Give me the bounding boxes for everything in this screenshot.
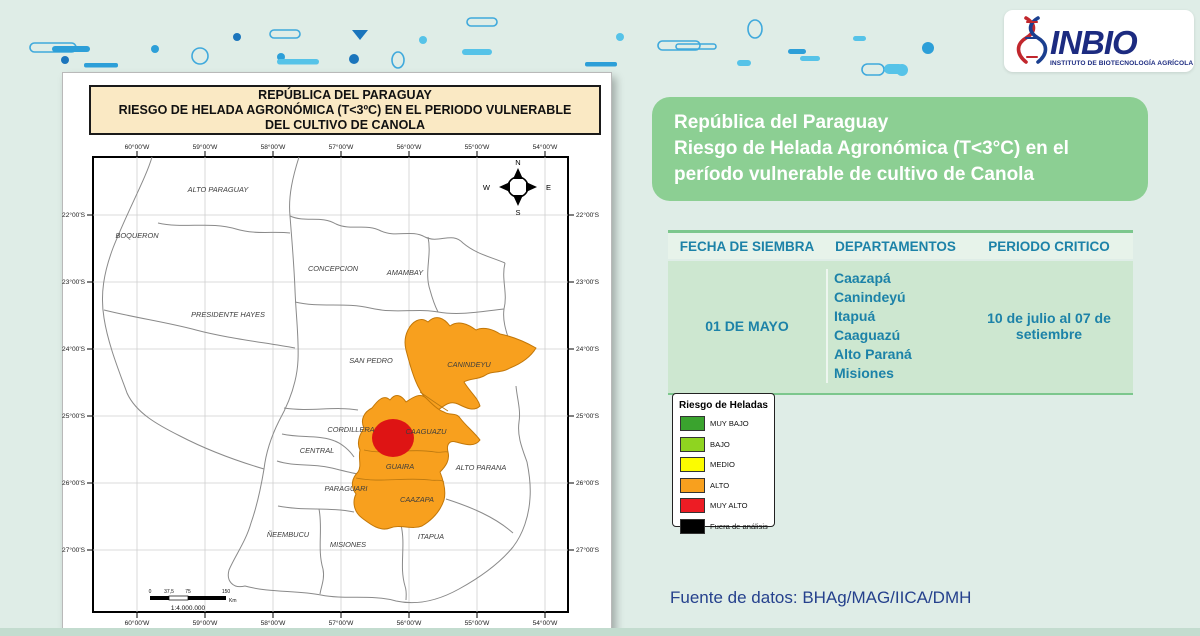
legend-label: MEDIO [710, 460, 735, 469]
departamento-item: Alto Paraná [834, 345, 912, 362]
cell-periodo-critico: 10 de julio al 07 de setiembre [987, 309, 1111, 342]
legend-swatch [680, 436, 705, 452]
col-header-periodo: PERIODO CRITICO [988, 238, 1110, 254]
map-panel: REPÚBLICA DEL PARAGUAY RIESGO DE HELADA … [62, 72, 612, 633]
legend-title: Riesgo de Heladas [679, 400, 768, 411]
legend-item: ALTO [680, 477, 774, 493]
legend-item: Fuera de análisis [680, 518, 774, 534]
table-header-row: FECHA DE SIEMBRA DEPARTAMENTOS PERIODO C… [668, 232, 1133, 259]
info-line1: República del Paraguay [674, 112, 889, 133]
legend-label: ALTO [710, 480, 730, 490]
departamento-item: Caazapá [834, 269, 891, 286]
legend-item: MEDIO [680, 457, 774, 472]
legend-swatch [680, 498, 705, 513]
legend-swatch [680, 518, 705, 534]
risk-legend: Riesgo de Heladas MUY BAJO BAJO MEDIO ALTO M… [672, 393, 775, 534]
departamento-item: Misiones [834, 364, 894, 381]
dna-helix-icon [1016, 16, 1048, 64]
risk-table: FECHA DE SIEMBRA DEPARTAMENTOS PERIODO C… [668, 230, 1133, 395]
inbio-logo: INBIO INSTITUTO DE BIOTECNOLOGÍA AGRÍCOL… [1004, 10, 1194, 72]
legend-item: BAJO [680, 436, 774, 452]
info-line3: período vulnerable de cultivo de Canola [674, 164, 1035, 185]
legend-swatch [680, 416, 705, 431]
cell-departamentos: Caazapá Canindeyú Itapuá Caaguazú Alto Paran… [826, 268, 965, 383]
map-title-line1: REPÚBLICA DEL PARAGUAY [258, 87, 432, 102]
legend-label: BAJO [710, 439, 730, 449]
departamento-item: Caaguazú [834, 326, 901, 343]
legend-item: MUY BAJO [680, 416, 774, 431]
table-row: 01 DE MAYO Caazapá Canindeyú Itapuá Caaguaz… [668, 260, 1133, 393]
col-header-departamentos: DEPARTAMENTOS [835, 238, 956, 254]
map-title-line2: RIESGO DE HELADA AGRONÓMICA (T<3ºC) EN E… [118, 102, 572, 117]
logo-wordmark: INBIO [1050, 24, 1138, 61]
info-line2: Riesgo de Helada Agronómica (T<3°C) en e… [674, 138, 1069, 159]
legend-label: MUY ALTO [710, 501, 748, 510]
legend-label: Fuera de análisis [710, 521, 768, 531]
map-title-line3: DEL CULTIVO DE CANOLA [265, 117, 425, 132]
departamento-item: Canindeyú [834, 288, 906, 305]
bottom-bar [0, 628, 1200, 636]
legend-item: MUY ALTO [680, 498, 774, 513]
table-top-rule [668, 230, 1133, 233]
legend-label: MUY BAJO [710, 419, 749, 428]
map-title: REPÚBLICA DEL PARAGUAY RIESGO DE HELADA … [89, 85, 601, 135]
logo-subtitle: INSTITUTO DE BIOTECNOLOGÍA AGRÍCOLA [1050, 58, 1193, 67]
legend-swatch [680, 457, 705, 472]
top-decoration [29, 17, 934, 76]
departamento-item: Itapuá [834, 307, 876, 324]
col-header-fecha: FECHA DE SIEMBRA [679, 238, 815, 254]
cell-fecha-siembra: 01 DE MAYO [705, 317, 789, 334]
legend-swatch [680, 477, 705, 493]
table-bottom-rule [668, 392, 1133, 395]
info-box: República del Paraguay Riesgo de Helada … [652, 97, 1148, 201]
data-source: Fuente de datos: BHAg/MAG/IICA/DMH [670, 588, 972, 607]
